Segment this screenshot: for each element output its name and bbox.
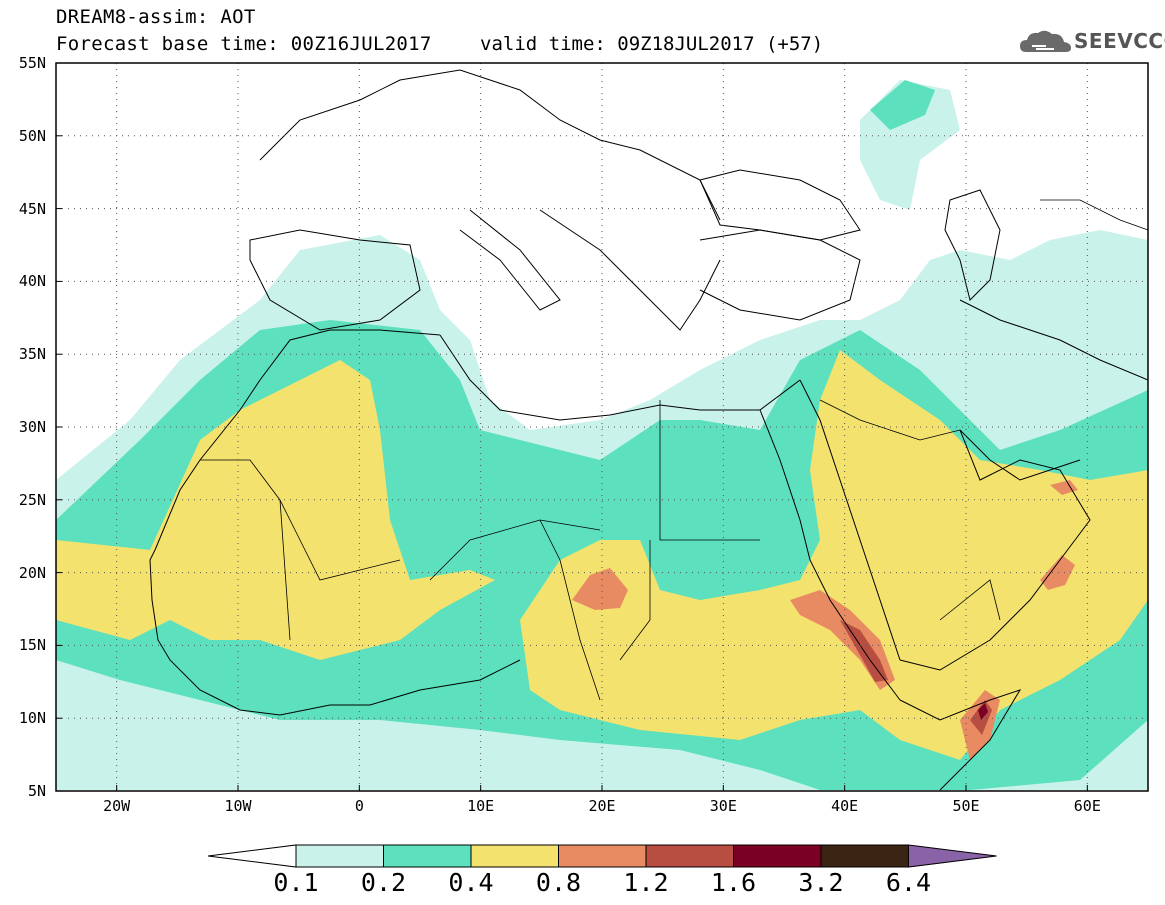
lat-label: 25N — [18, 490, 46, 509]
lat-label: 20N — [18, 563, 46, 582]
border-3 — [429, 519, 601, 581]
colorbar-cell — [383, 844, 472, 868]
colorbar-label: 6.4 — [885, 868, 932, 897]
lat-label: 10N — [18, 709, 46, 728]
lat-label: 35N — [18, 345, 46, 364]
lat-label: 15N — [18, 636, 46, 655]
border-1 — [200, 459, 401, 581]
colorbar-cell — [645, 844, 734, 868]
lat-label: 5N — [27, 782, 46, 800]
coast-iberia — [249, 229, 421, 331]
coast-nw-africa — [154, 329, 441, 551]
aot-band-0.4-west — [56, 360, 495, 660]
coast-arabia — [899, 429, 1091, 671]
lon-label: 20W — [103, 797, 131, 815]
coast-red-sea-east — [799, 379, 901, 661]
colorbar-label: 1.2 — [623, 868, 669, 897]
colorbar-cell — [295, 844, 384, 868]
lon-label: 0 — [354, 797, 364, 815]
coast-balkans — [539, 209, 721, 331]
colorbar-cell — [558, 844, 647, 868]
border-2 — [279, 499, 291, 641]
forecast-base-time: Forecast base time: 00Z16JUL2017 — [56, 33, 432, 55]
coastlines — [149, 69, 1148, 791]
aot-band-0.8-a — [572, 568, 628, 610]
coast-horn — [899, 689, 1022, 791]
aot-band-0.4-east — [520, 350, 1148, 760]
map-title: DREAM8-assim: AOT — [56, 6, 256, 28]
aot-band-0.8-e — [1050, 480, 1078, 495]
aot-band-1.6 — [978, 703, 988, 720]
coast-caspian — [944, 189, 1001, 301]
colorbar-label: 1.6 — [710, 868, 757, 897]
coast-black-sea — [699, 169, 861, 241]
coast-iran — [959, 299, 1148, 381]
lat-label: 50N — [18, 126, 46, 145]
axis-ticks — [56, 62, 1088, 792]
aot-band-0.8-d — [1040, 555, 1075, 590]
border-6 — [619, 540, 651, 661]
cloud-icon — [1020, 30, 1071, 52]
coast-persian-gulf — [959, 429, 1081, 481]
lon-label: 30E — [709, 797, 737, 815]
valid-time: valid time: 09Z18JUL2017 (+57) — [480, 33, 824, 55]
lon-label: 10E — [467, 797, 495, 815]
lat-label: 55N — [18, 54, 46, 72]
lon-label: 50E — [952, 797, 980, 815]
colorbar-cell — [733, 844, 822, 868]
border-4 — [539, 519, 601, 701]
logo-text: SEEVCCC — [1074, 29, 1165, 53]
colorbar-label: 0.8 — [535, 868, 582, 897]
lon-label: 60E — [1073, 797, 1101, 815]
colorbar-cell — [470, 844, 559, 868]
aot-band-0.2-north — [870, 80, 935, 130]
lat-label: 45N — [18, 199, 46, 218]
lat-label: 30N — [18, 418, 46, 436]
borders — [200, 199, 1148, 701]
border-8 — [939, 579, 1001, 621]
colorbar-over-arrow — [908, 844, 997, 868]
lon-label: 40E — [831, 797, 859, 815]
border-5 — [659, 400, 760, 541]
border-9 — [1040, 199, 1148, 231]
gridlines — [56, 63, 1148, 791]
lat-label: 40N — [18, 272, 46, 291]
lon-label: 20E — [588, 797, 616, 815]
coast-red-sea-west — [759, 409, 901, 701]
colorbar-under-arrow — [207, 844, 297, 868]
colorbar-label: 3.2 — [798, 868, 844, 897]
lon-label: 10W — [224, 797, 252, 815]
colorbar-cell — [820, 844, 909, 868]
coast-west-africa — [149, 549, 521, 716]
border-7 — [819, 399, 961, 441]
colorbar-label: 0.2 — [360, 868, 407, 897]
coast-europe — [259, 69, 721, 221]
colorbar-label: 0.4 — [448, 868, 494, 897]
colorbar-label: 0.1 — [273, 868, 319, 897]
coast-italy — [459, 209, 561, 311]
coast-north-africa — [439, 334, 801, 421]
